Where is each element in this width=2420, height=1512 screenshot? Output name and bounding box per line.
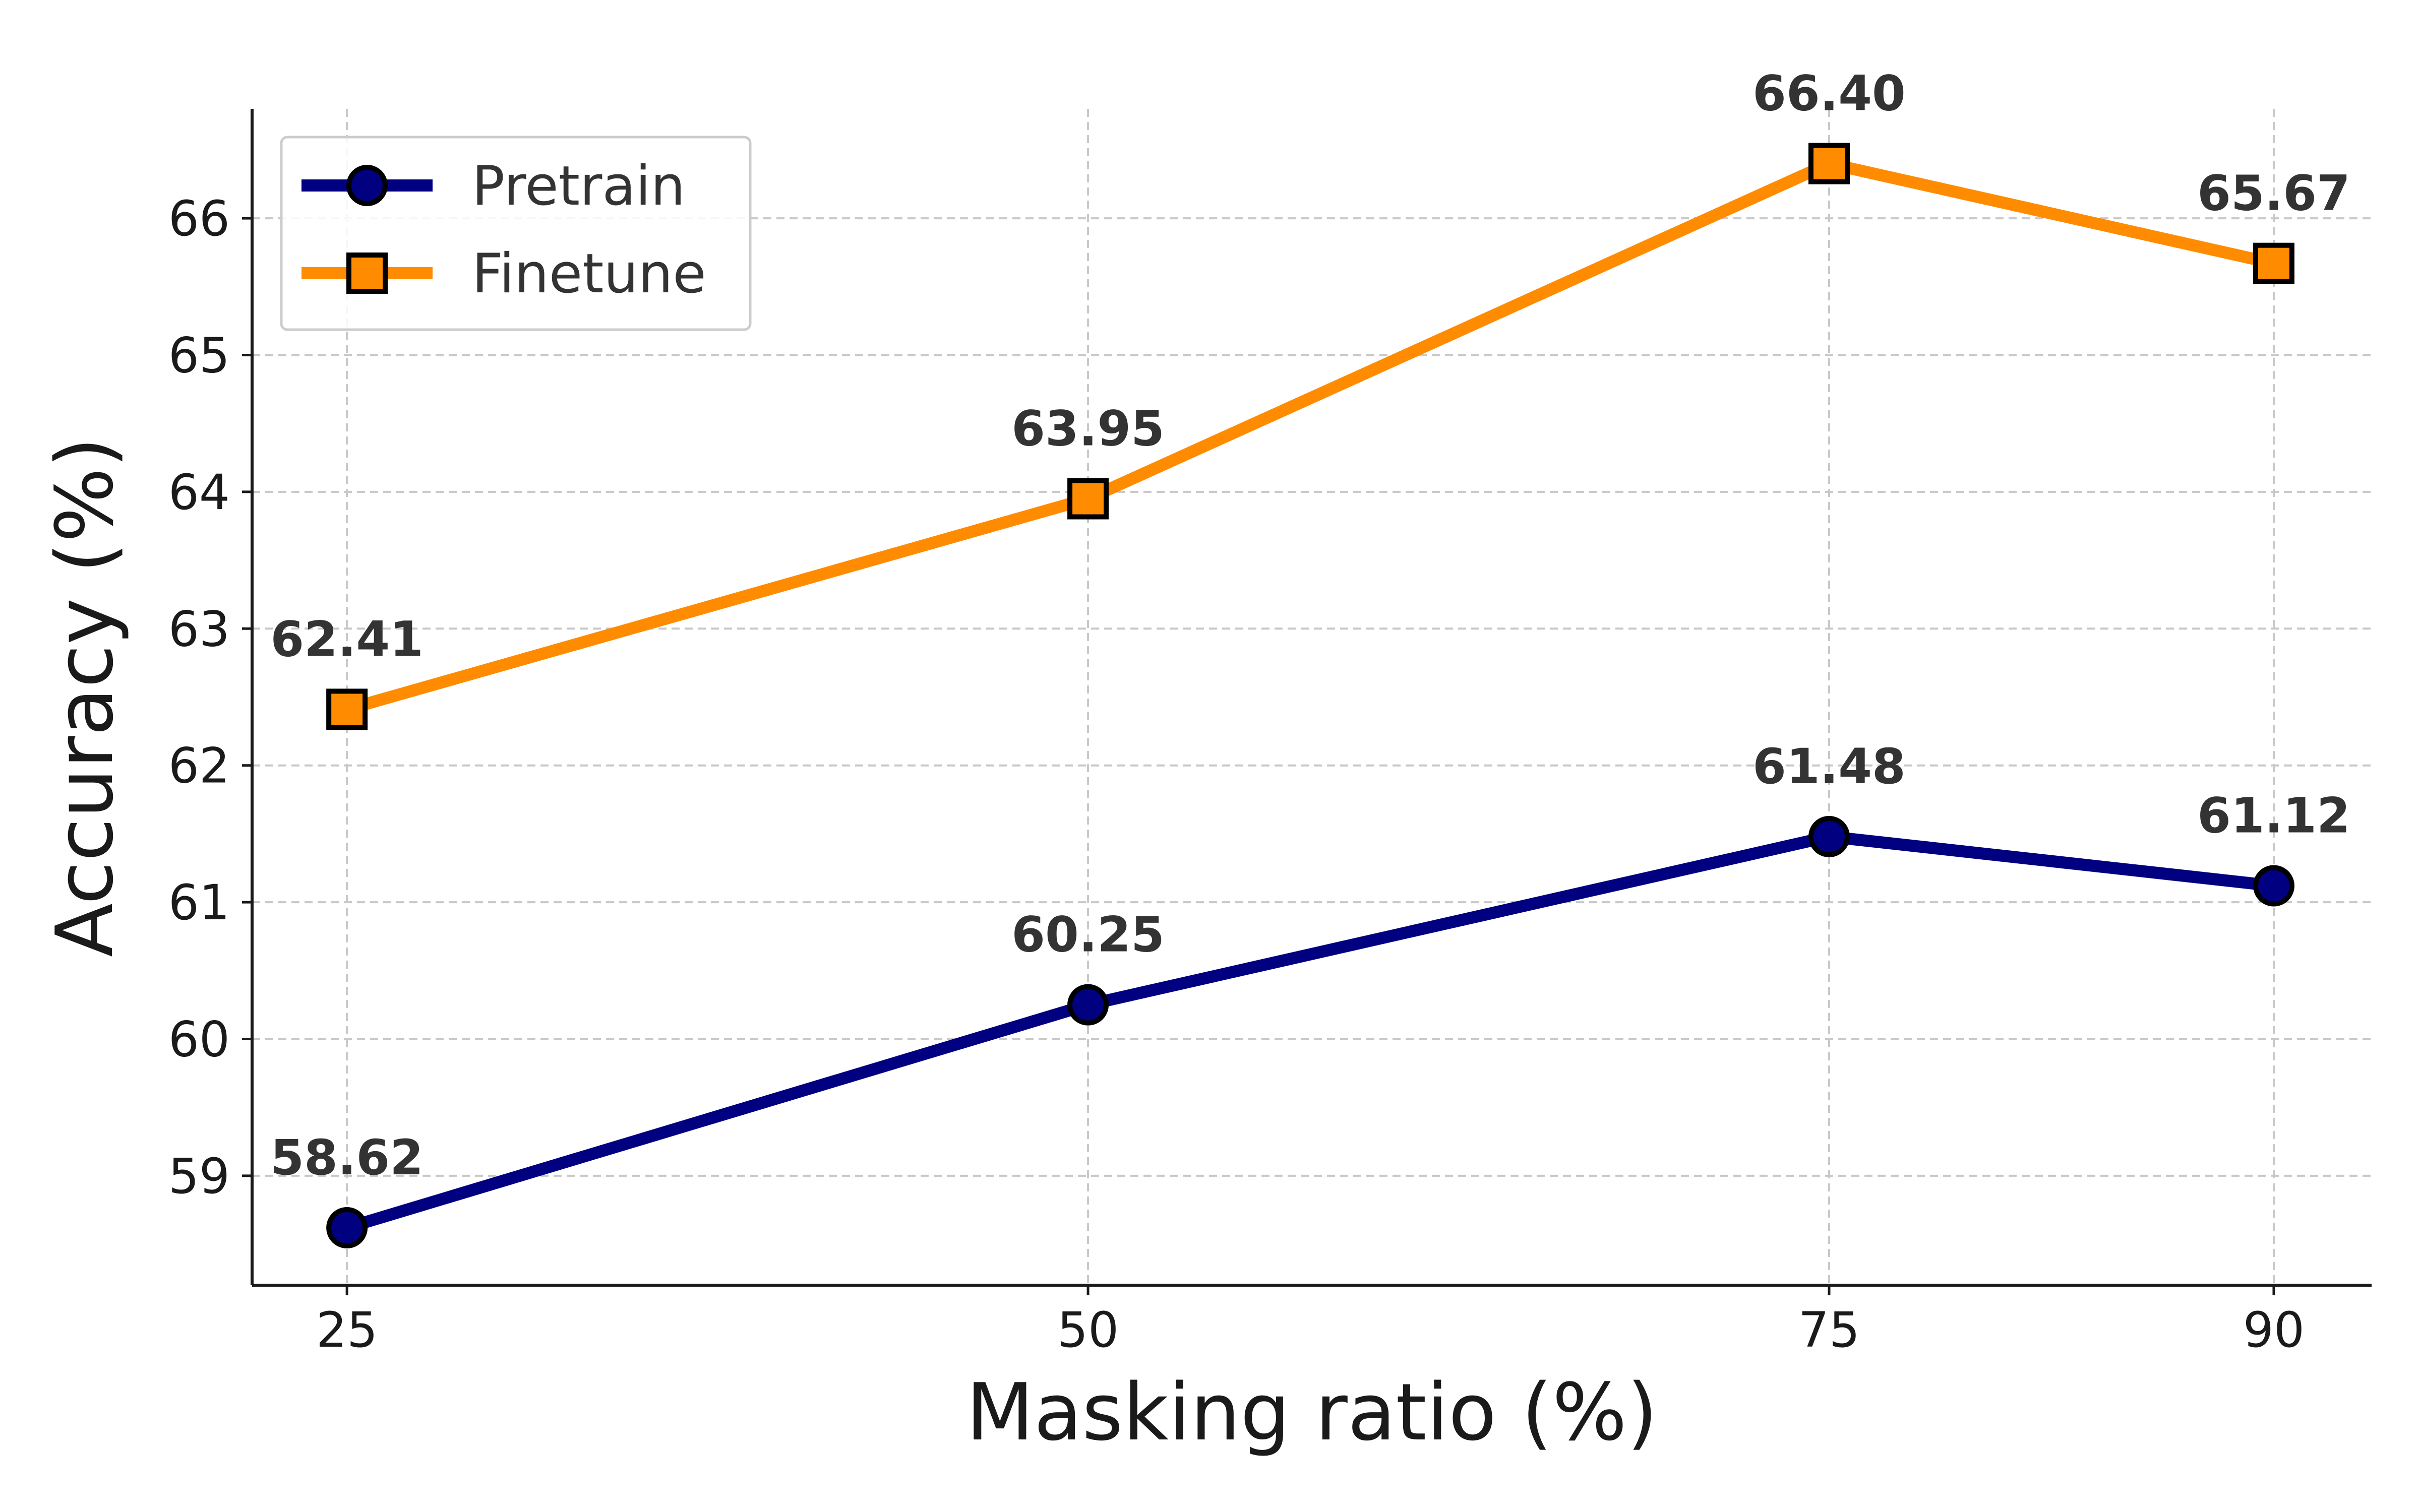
y-tick-label: 60 (168, 1011, 230, 1067)
legend-marker-pretrain (346, 165, 388, 206)
finetune-point (1808, 143, 1850, 184)
pretrain-point (2253, 865, 2294, 907)
pretrain-point (326, 1207, 368, 1249)
legend-label-pretrain: Pretrain (472, 155, 685, 218)
pretrain-line (345, 830, 2275, 1234)
finetune-line (345, 157, 2275, 715)
x-tick-label: 25 (316, 1302, 378, 1358)
pretrain-data-label: 58.62 (270, 1129, 424, 1186)
y-tick-label: 61 (168, 874, 230, 931)
legend-label-finetune: Finetune (472, 242, 706, 305)
finetune-point (1067, 478, 1109, 520)
tick-labels: 25 50 75 90 59 60 61 62 63 64 65 66 (168, 191, 2305, 1358)
y-tick-label: 59 (168, 1148, 230, 1205)
x-tick-label: 50 (1057, 1302, 1119, 1358)
pretrain-point (1067, 984, 1109, 1026)
x-axis-title: Masking ratio (%) (966, 1366, 1658, 1458)
y-tick-label: 65 (168, 328, 230, 384)
finetune-data-label: 66.40 (1752, 66, 1906, 122)
x-tick-label: 90 (2243, 1302, 2305, 1358)
pretrain-data-label: 61.48 (1752, 738, 1906, 795)
series (326, 143, 2294, 1249)
y-tick-label: 62 (168, 738, 230, 794)
finetune-point (2253, 242, 2294, 284)
y-tick-label: 66 (168, 191, 230, 247)
legend: Pretrain Finetune (280, 136, 752, 331)
finetune-data-label: 63.95 (1011, 400, 1165, 457)
axes (242, 109, 2372, 1295)
pretrain-data-label: 61.12 (2197, 788, 2350, 844)
legend-marker-finetune (346, 253, 388, 294)
finetune-point (326, 688, 368, 730)
pretrain-point (1808, 815, 1850, 857)
y-tick-label: 63 (168, 601, 230, 657)
finetune-data-label: 62.41 (270, 611, 424, 667)
data-labels: 58.62 60.25 61.48 61.12 62.41 63.95 66.40 65.67 (270, 66, 2350, 1186)
x-tick-label: 75 (1798, 1302, 1860, 1358)
finetune-data-label: 65.67 (2197, 165, 2350, 222)
y-tick-label: 64 (168, 464, 230, 521)
pretrain-data-label: 60.25 (1011, 907, 1165, 963)
y-axis-title: Accuracy (%) (39, 437, 131, 957)
